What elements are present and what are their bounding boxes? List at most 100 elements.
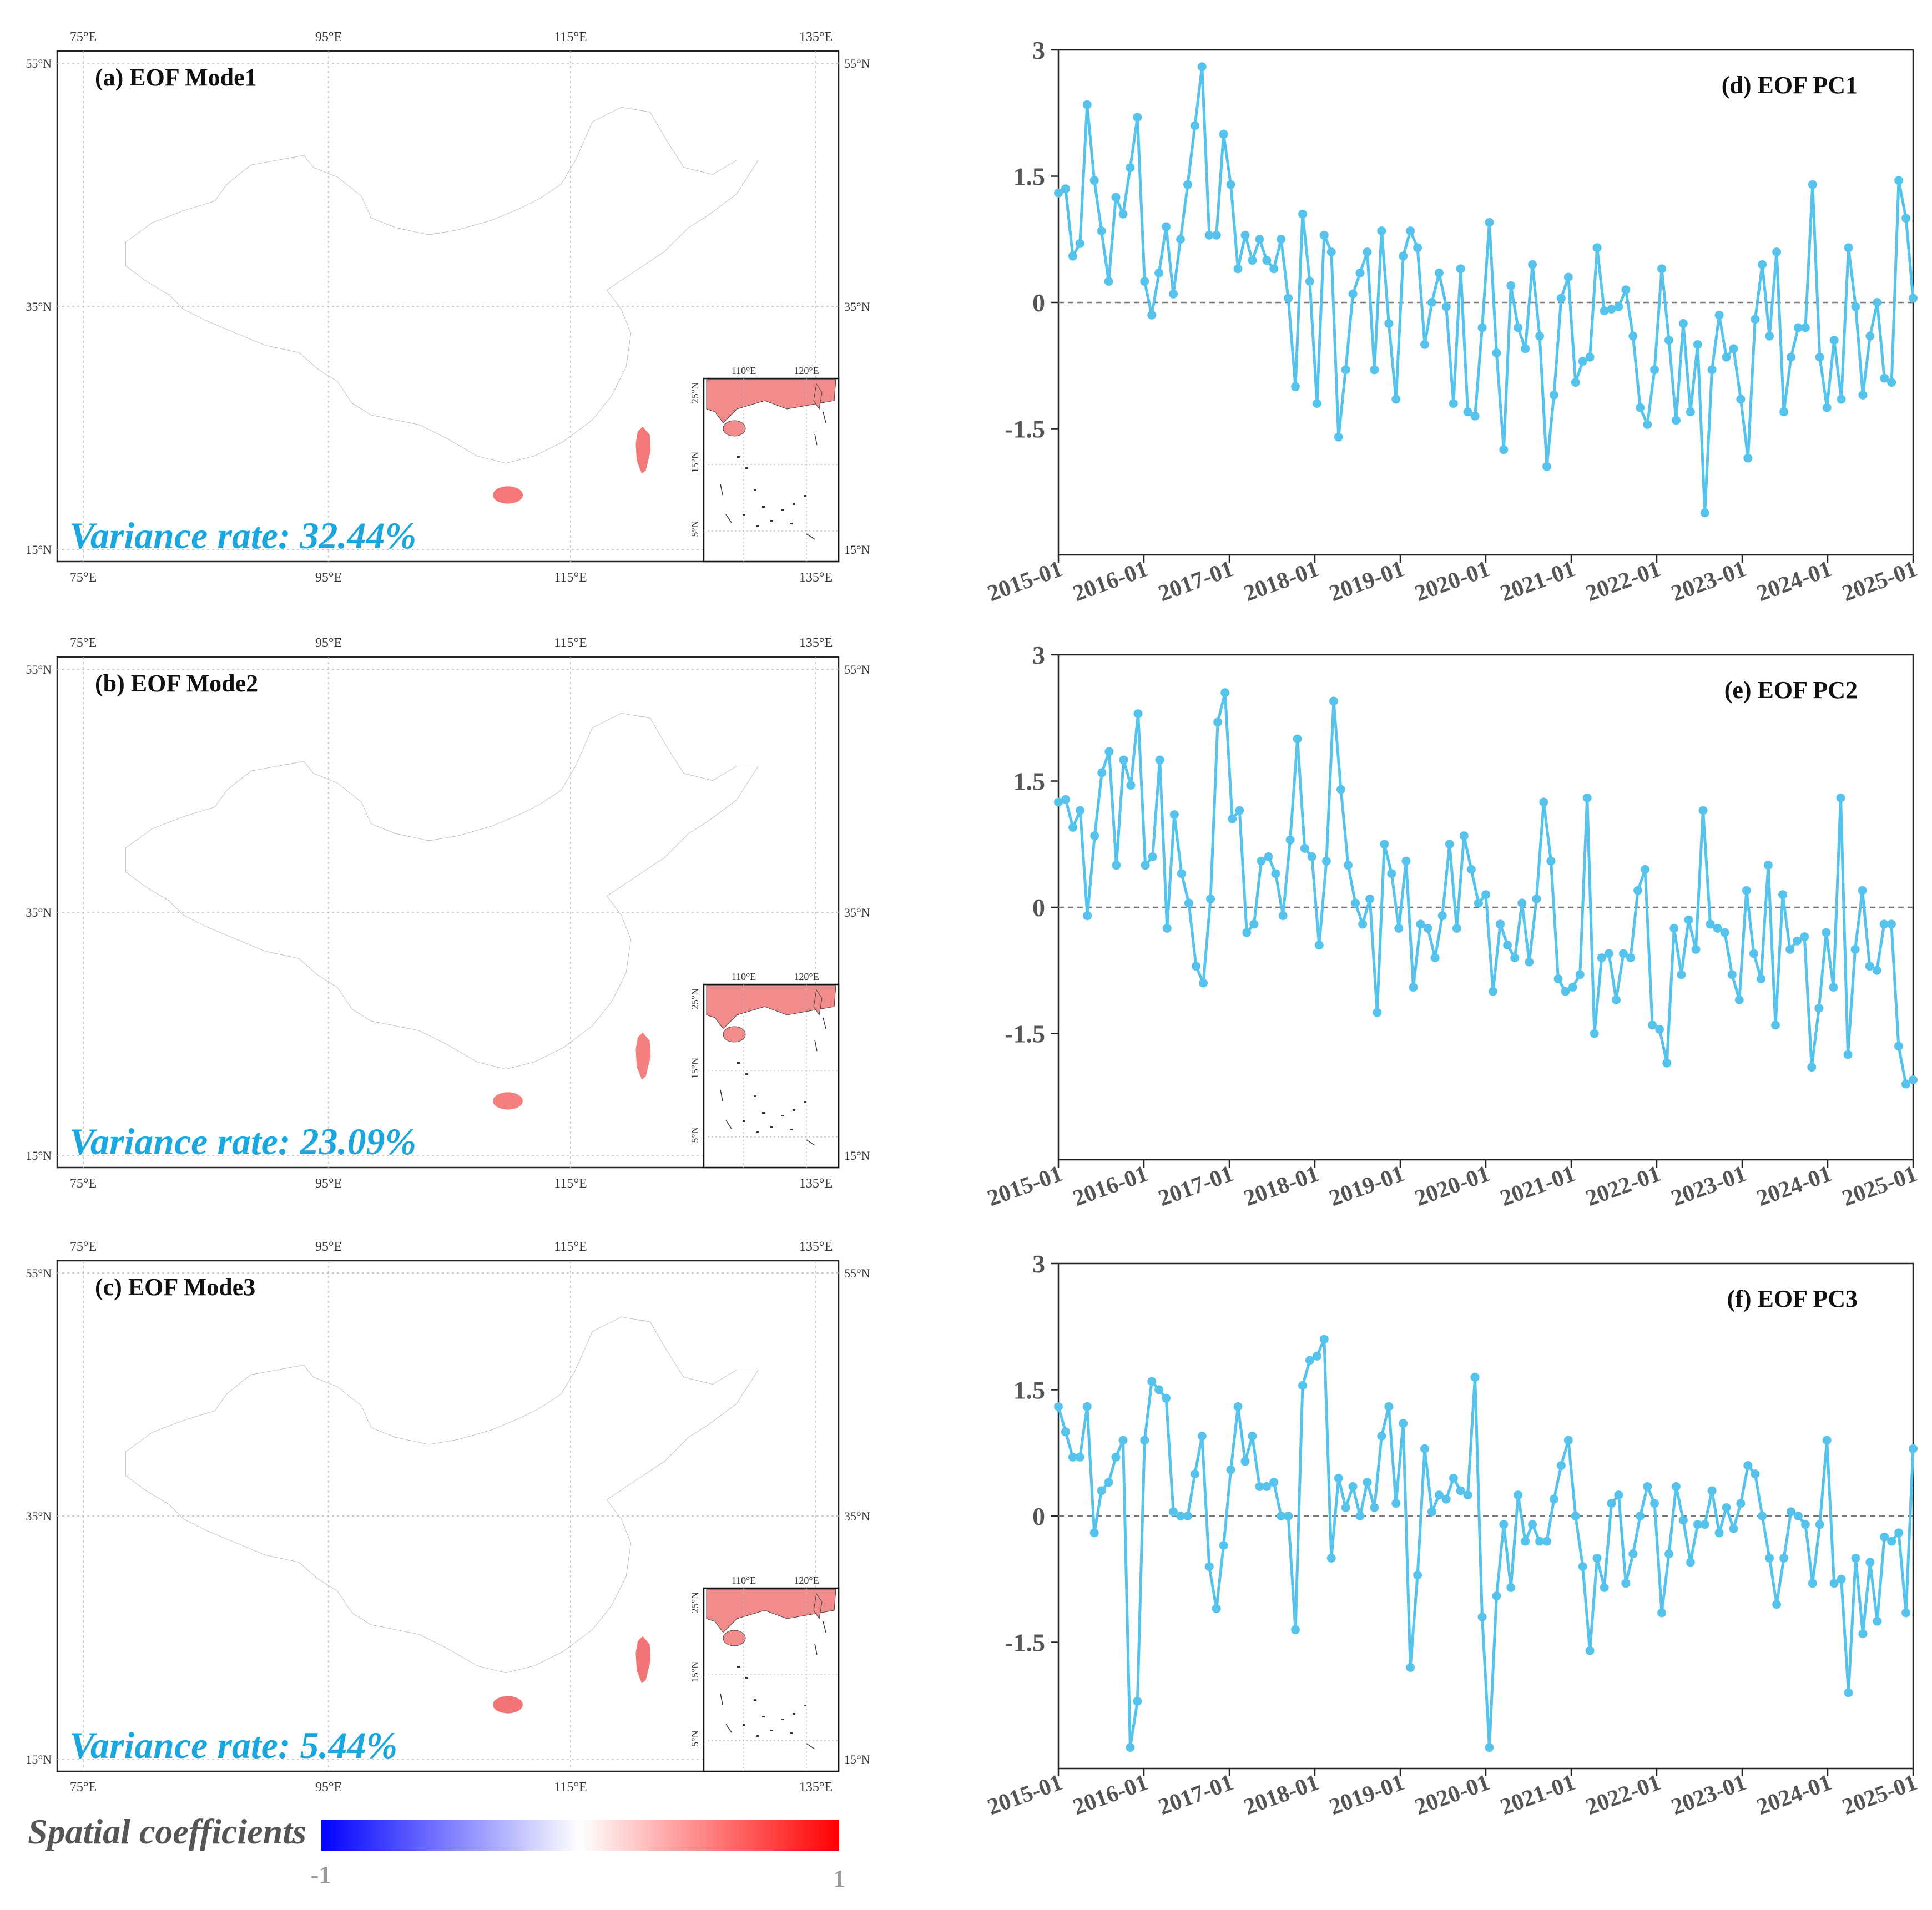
data-point [1104,747,1114,756]
y-tick-label: 1.5 [1013,163,1046,191]
inset-lat-tick: 25°N [689,1592,700,1613]
inset-lat-tick: 15°N [689,1661,700,1682]
data-point [1140,1436,1149,1445]
data-point [1370,365,1379,375]
data-point [1255,1482,1264,1491]
data-point [1771,1020,1780,1030]
data-point [1765,1553,1774,1563]
data-point [1089,176,1099,185]
data-point [1779,407,1789,417]
data-point [1822,1436,1832,1445]
data-point [1643,420,1652,429]
data-point [1470,411,1480,421]
data-point [1206,894,1215,903]
data-point [1183,180,1192,189]
map-panel-3: 110°E 120°E 25°N 15°N 5°N 75°E 75°E 95°E 95°E 115… [26,1240,870,1795]
colorbar-label: Spatial coefficients [28,1812,306,1851]
data-point [1597,953,1606,962]
data-point [1162,923,1172,933]
data-point [1355,268,1365,277]
data-point [1808,180,1817,189]
data-point [1197,1431,1207,1441]
data-point [1521,1537,1530,1546]
data-point [1542,1537,1551,1546]
data-point [1300,843,1309,853]
x-tick-label: 2020-01 [1411,556,1493,607]
data-point [1880,1532,1889,1542]
data-point [1470,1372,1480,1382]
data-point [1406,226,1415,236]
data-point [1578,1562,1587,1571]
lon-tick-bottom: 95°E [315,1780,342,1795]
data-point [1592,1553,1602,1563]
data-point [1314,941,1324,950]
inset-lon-tick: 110°E [732,1575,756,1586]
data-point [1154,1385,1164,1394]
data-point [1387,869,1396,878]
lat-tick-left: 35°N [26,300,52,314]
data-point [1054,1402,1063,1411]
data-point [1865,962,1874,971]
data-point [1793,1512,1803,1520]
data-point [1293,734,1302,744]
data-point [1785,944,1795,954]
data-point [1528,260,1537,269]
x-tick-label: 2025-01 [1839,1770,1920,1820]
data-point [1391,1499,1401,1508]
data-point [1510,953,1520,962]
variance-rate-text: Variance rate: 23.09% [69,1120,416,1163]
data-point [1319,1335,1329,1344]
data-point [1829,1579,1839,1588]
data-point [1800,932,1809,942]
data-point [1169,810,1179,820]
data-point [1277,235,1286,244]
data-point [1235,806,1244,815]
data-point [1264,852,1273,861]
data-point [1190,1469,1199,1479]
y-tick-label: -1.5 [1005,1629,1045,1657]
data-point [1285,835,1295,845]
data-point [1815,352,1824,362]
data-point [1844,1688,1853,1697]
lon-tick-top: 75°E [70,30,97,44]
data-point [1427,298,1436,307]
x-tick-label: 2022-01 [1582,1770,1664,1820]
data-point [1561,987,1570,996]
data-point [1909,1075,1918,1084]
data-point [1693,1520,1702,1529]
data-point [1097,768,1107,777]
lon-tick-top: 95°E [315,30,342,44]
data-point [1341,1503,1350,1512]
lat-tick-left: 55°N [26,57,52,70]
x-tick-label: 2019-01 [1326,1770,1408,1820]
lat-tick-left: 35°N [26,906,52,919]
data-point [1706,919,1715,929]
data-point [1499,445,1509,454]
data-point [1141,861,1150,870]
data-point [1427,1507,1436,1517]
data-point [1778,890,1788,900]
data-point [1641,865,1650,874]
data-point [1061,795,1071,804]
data-point [1787,1507,1795,1517]
data-point [1671,1482,1681,1491]
y-tick-label: -1.5 [1005,1020,1045,1048]
data-point [1535,1537,1545,1546]
x-tick-label: 2024-01 [1753,1161,1835,1211]
data-point [1514,1490,1523,1500]
data-point [1291,1625,1300,1634]
hainan-shape [493,1696,523,1714]
x-tick-label: 2025-01 [1839,1161,1920,1211]
x-tick-label: 2016-01 [1070,556,1151,607]
data-point [1248,256,1257,265]
data-point [1384,1402,1394,1411]
data-point [1449,1473,1458,1483]
lon-tick-bottom: 115°E [554,570,587,585]
data-point [1714,1528,1724,1538]
data-point [1807,1063,1817,1072]
data-point [1312,1351,1321,1361]
data-point [1909,1444,1918,1453]
data-point [1082,100,1092,109]
colorbar-min-label: -1 [311,1861,331,1888]
lon-tick-top: 135°E [799,1240,833,1254]
